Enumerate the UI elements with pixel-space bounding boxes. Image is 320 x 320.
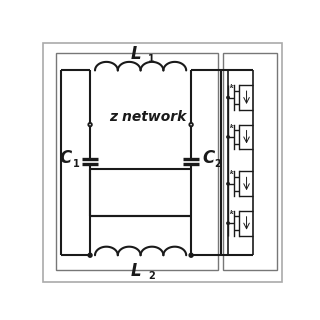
Circle shape (189, 253, 193, 257)
Text: k: k (229, 124, 233, 129)
Text: k: k (229, 84, 233, 89)
Text: 1: 1 (148, 54, 155, 64)
Text: k: k (229, 171, 233, 175)
Circle shape (227, 136, 229, 138)
Circle shape (189, 123, 193, 126)
Text: C: C (59, 149, 72, 167)
Text: k: k (229, 210, 233, 215)
Text: L: L (130, 45, 141, 63)
Text: 1: 1 (73, 159, 80, 169)
Bar (56, 53, 218, 270)
Text: L: L (130, 262, 141, 280)
Circle shape (227, 182, 229, 185)
Text: 2: 2 (148, 271, 155, 281)
Bar (223, 53, 277, 270)
Circle shape (88, 253, 92, 257)
Text: z network: z network (109, 110, 187, 124)
Text: C: C (202, 149, 214, 167)
Text: 2: 2 (214, 159, 221, 169)
Circle shape (227, 222, 229, 224)
Circle shape (227, 96, 229, 99)
Circle shape (88, 123, 92, 126)
